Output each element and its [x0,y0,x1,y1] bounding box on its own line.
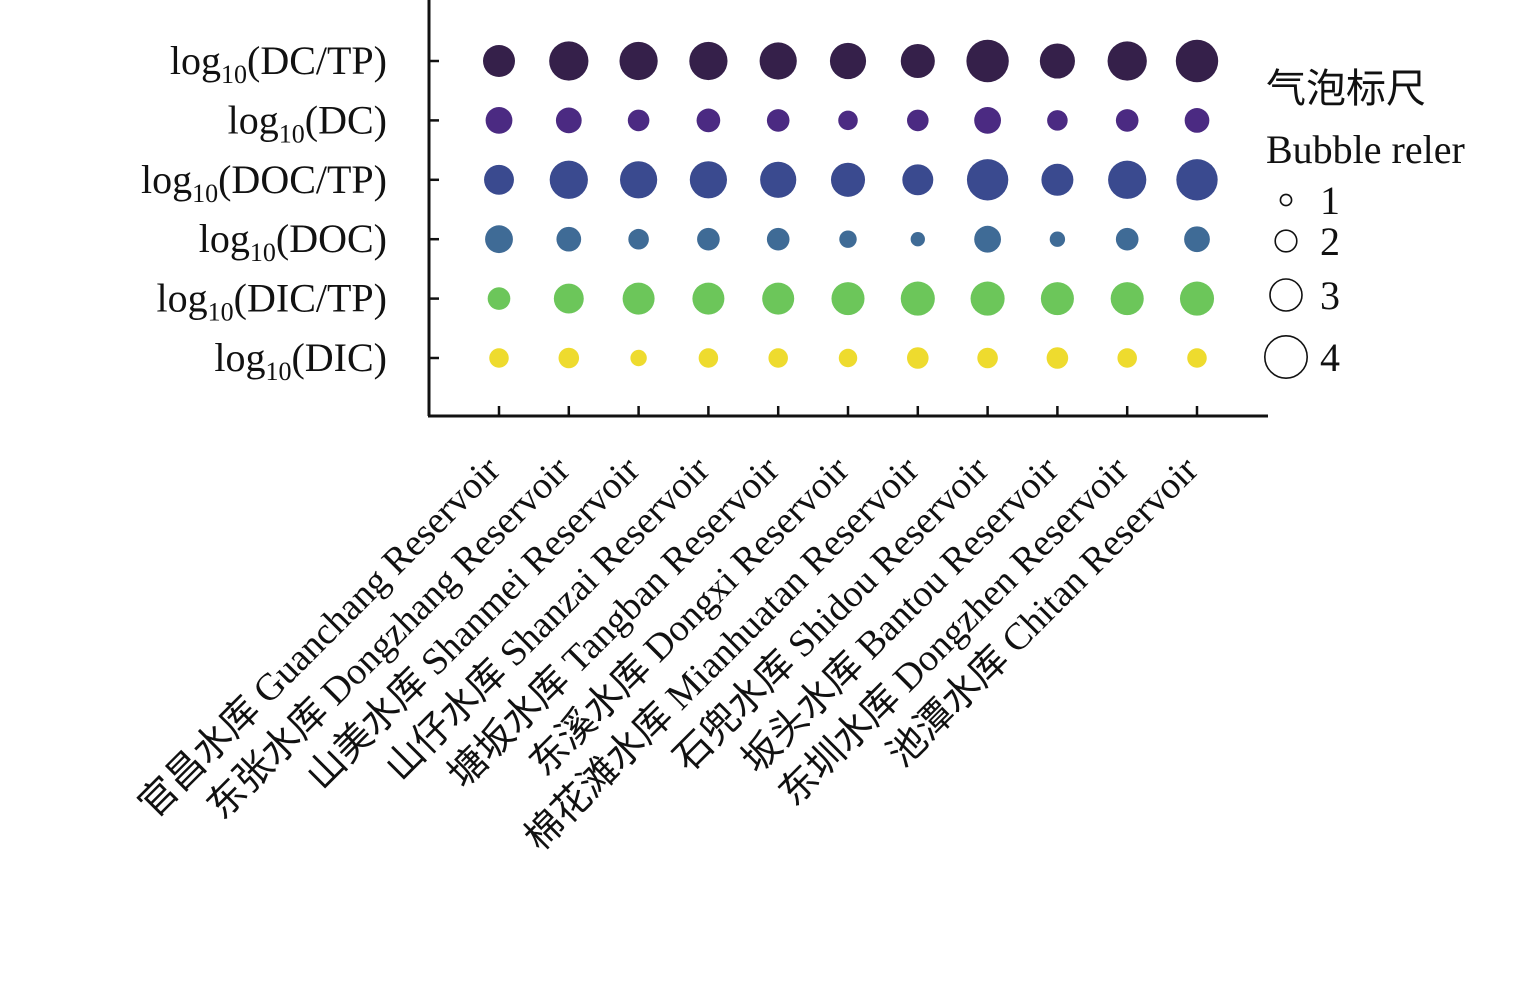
bubble-point [1115,109,1139,132]
legend-title-cn: 气泡标尺 [1266,66,1426,111]
bubble-point [485,107,513,134]
bubble-point [622,282,655,315]
bubble-point [760,161,797,198]
bubble-point [1049,231,1066,247]
bubble-point [1046,347,1069,369]
bubble-point [698,348,719,368]
bubble-point [487,287,511,310]
bubble-point [900,281,935,316]
y-tick-label: log10(DIC/TP) [157,276,387,327]
bubble-point [555,107,582,134]
bubble-point [549,160,588,199]
y-axis-ticks [429,59,439,360]
bubble-point [1108,160,1147,199]
legend-entry-label: 3 [1320,273,1340,318]
legend-title-en: Bubble reler [1266,127,1465,172]
bubble-point [762,282,795,315]
bubble-point [974,225,1001,253]
bubble-point [1184,226,1210,253]
y-tick-label: log10(DIC) [214,335,387,386]
legend-entry-label: 1 [1320,178,1340,223]
bubble-point [692,282,725,315]
bubble-point [970,281,1005,316]
bubble-point [974,107,1001,134]
y-tick-label: log10(DC) [228,97,387,148]
legend-entries: 12 3 4 [1264,178,1340,380]
legend-entry-label: 4 [1320,335,1340,380]
legend-bubble [1279,193,1293,207]
legend-entry-label: 2 [1320,219,1340,264]
y-tick-label: log10(DC/TP) [170,38,387,89]
y-tick-label: log10(DOC) [199,216,387,267]
bubble-point [1187,348,1207,368]
bubble-point [558,347,580,369]
bubble-point [838,348,858,368]
bubble-point [907,109,929,132]
bubble-point [1040,282,1074,316]
y-tick-label: log10(DOC/TP) [141,157,387,208]
bubble-point [483,45,515,77]
bubble-point [766,109,790,132]
bubble-point [1107,41,1147,81]
bubble-point [768,348,788,368]
bubble-point [977,347,998,369]
bubble-point [1179,281,1215,316]
bubble-point [1039,43,1075,79]
bubble-point [697,227,720,251]
bubble-point [900,43,935,79]
bubble-point [766,227,790,251]
bubble-point [1176,159,1218,201]
bubble-legend: 气泡标尺 Bubble reler 12 3 4 [1264,66,1465,380]
bubble-point [484,164,514,195]
bubble-point [966,159,1009,201]
bubble-point [830,162,866,197]
bubble-marks [483,39,1219,369]
bubble-point [829,42,867,80]
bubble-point [1110,282,1144,316]
bubble-point [620,161,658,199]
bubble-point [619,41,658,81]
legend-bubble [1269,278,1303,312]
bubble-point [1115,227,1139,251]
bubble-point [907,347,929,369]
legend-bubble [1274,229,1298,253]
bubble-point [1041,163,1074,196]
bubble-point [839,230,857,248]
bubble-point [1117,348,1137,368]
bubble-point [553,283,584,314]
bubble-point [627,109,650,132]
bubble-point [630,349,647,367]
bubble-point [838,110,858,131]
bubble-point [902,164,934,196]
bubble-point [628,228,649,250]
bubble-point [689,161,728,199]
bubble-point [966,39,1009,83]
bubble-point [1047,110,1068,131]
bubble-point [831,282,865,316]
bubble-point [549,41,589,81]
bubble-point [485,225,513,254]
x-axis-ticks [497,406,1199,416]
bubble-point [489,348,509,368]
bubble-point [910,232,925,247]
bubble-point [689,41,728,81]
bubble-point [1175,39,1219,83]
y-axis-tick-labels: log10(DC/TP) log10(DC) log10(DOC/TP) log10(… [141,38,387,386]
bubble-point [696,108,721,133]
bubble-point [556,226,582,252]
bubble-point [1184,108,1210,133]
legend-bubble [1264,334,1309,379]
bubble-point [759,42,797,80]
